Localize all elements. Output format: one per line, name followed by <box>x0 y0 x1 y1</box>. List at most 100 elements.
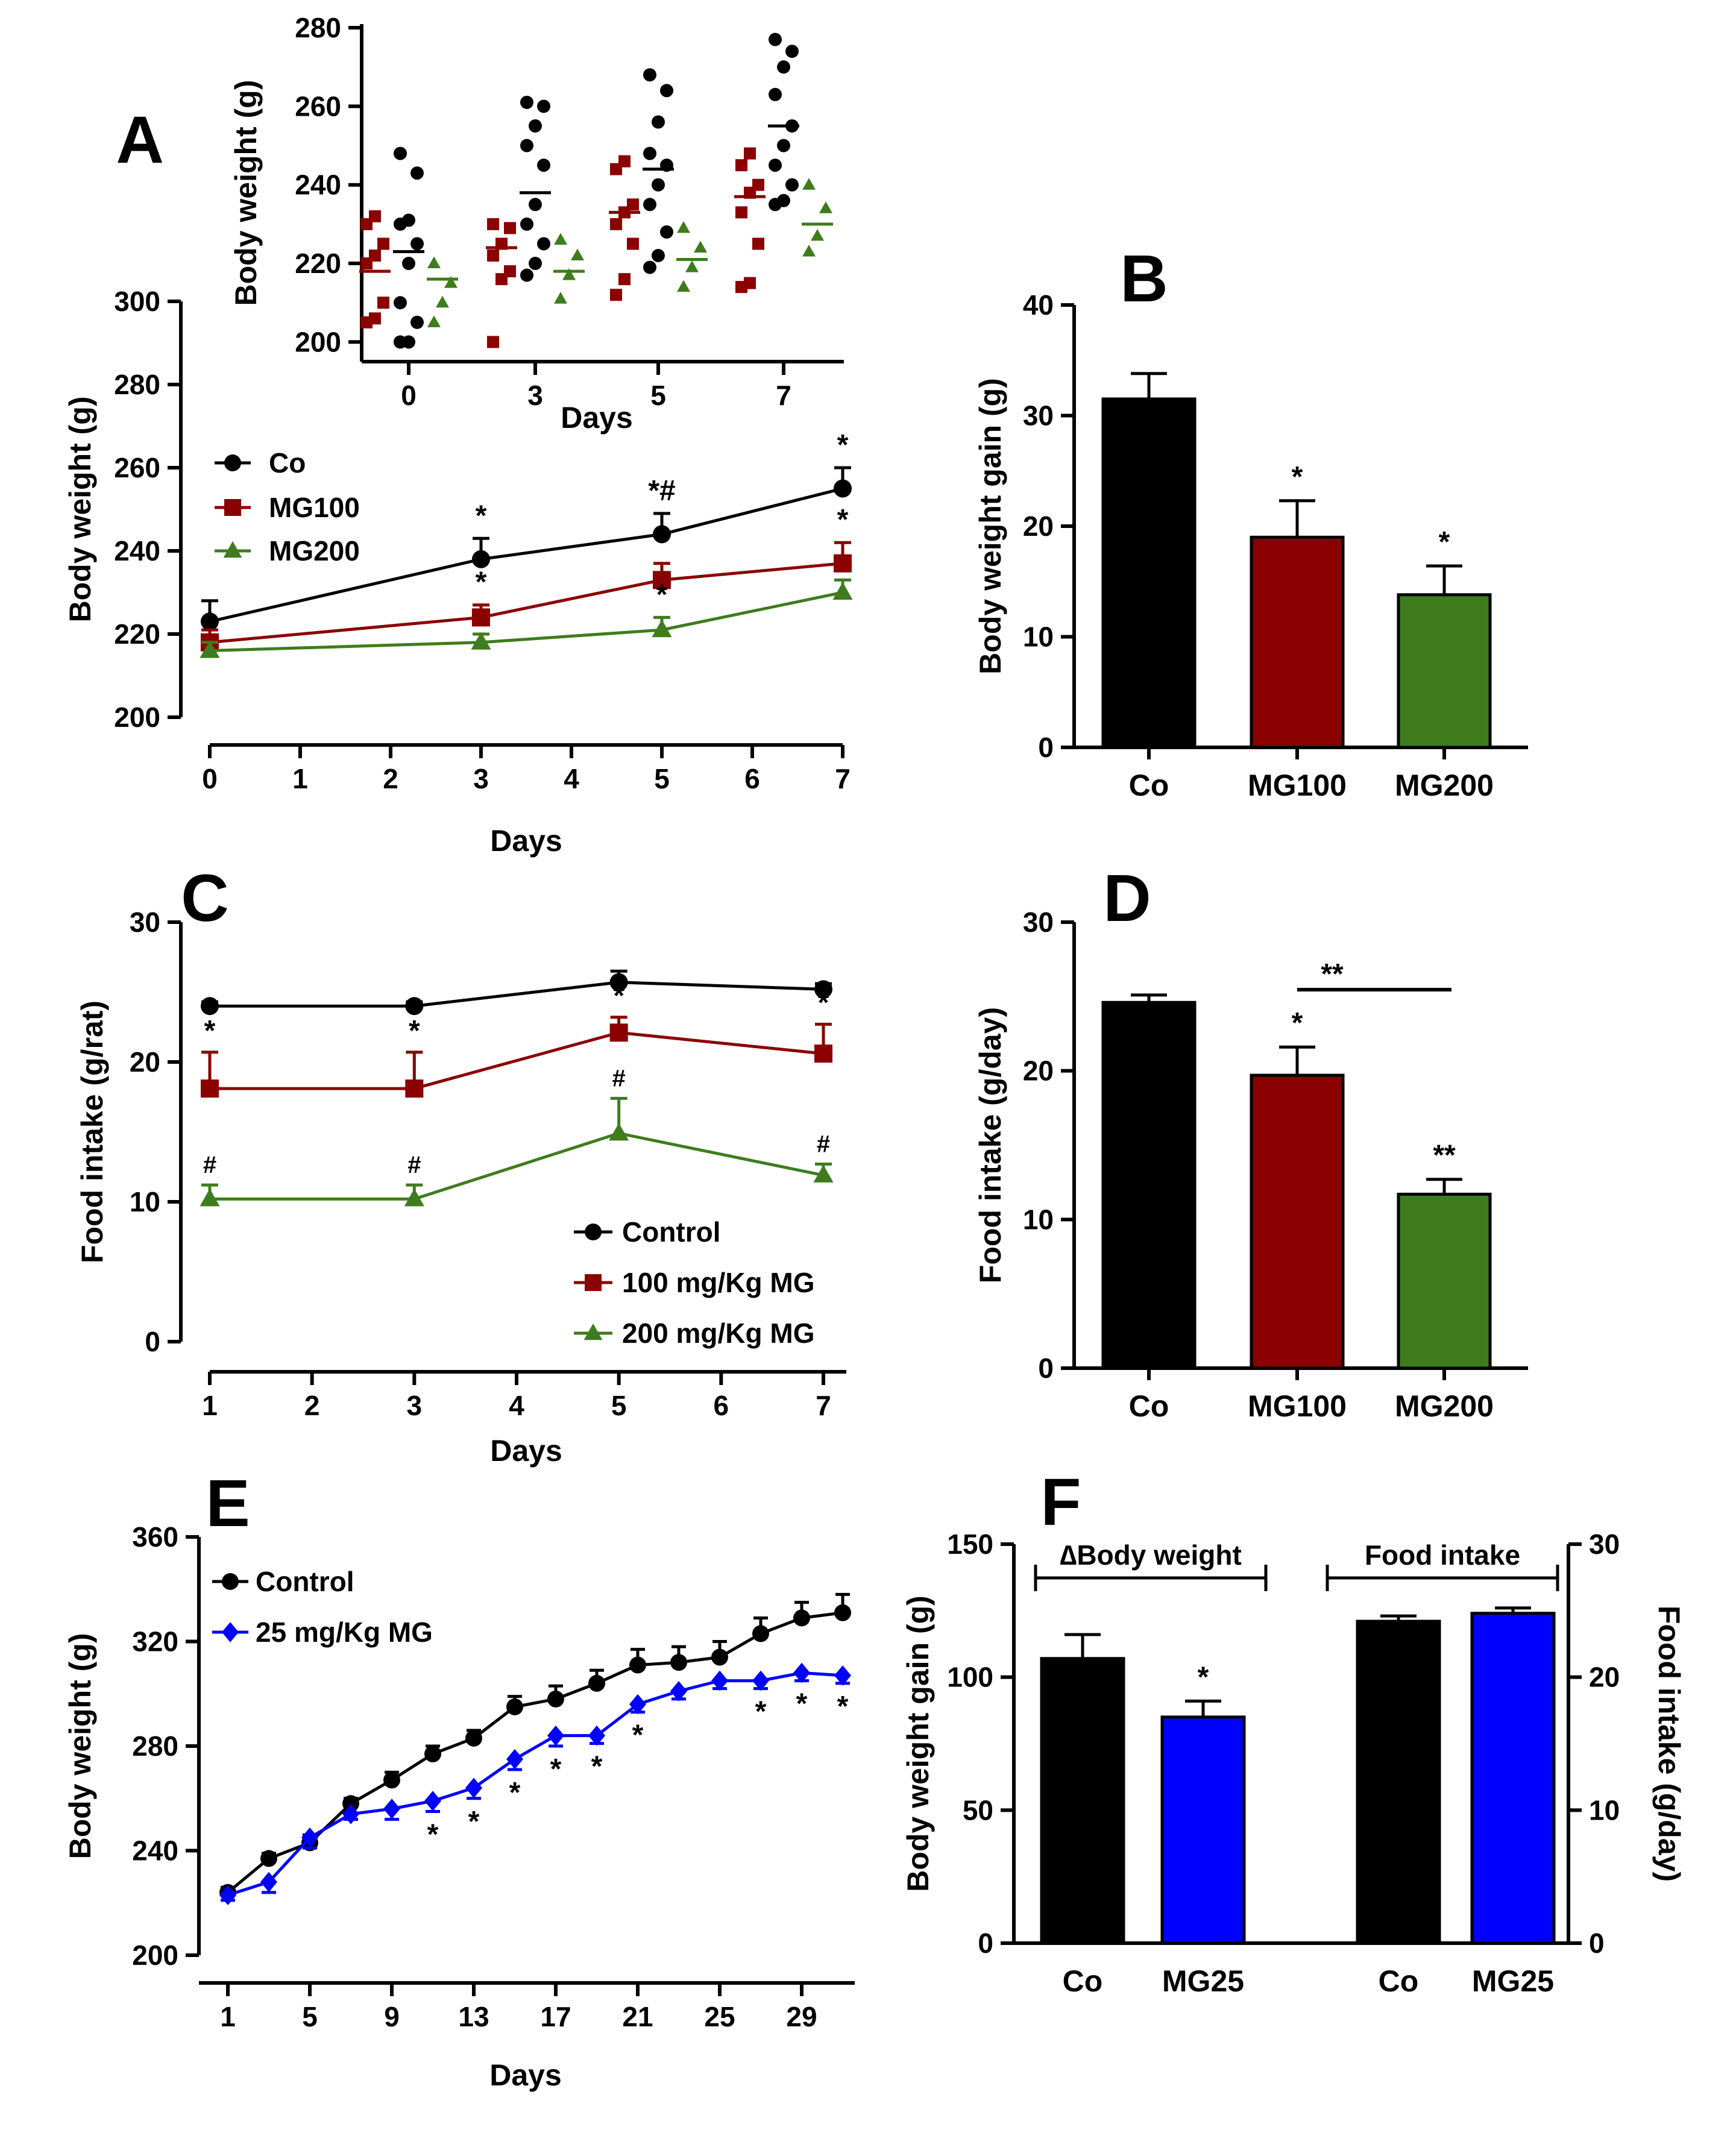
c-point <box>201 1079 219 1098</box>
c-annotation: # <box>817 1131 830 1157</box>
d-bar <box>1101 1001 1197 1370</box>
inset-point <box>744 147 756 160</box>
c-point <box>609 1123 629 1141</box>
d-y-axis-tick-label: 0 <box>1038 1352 1054 1384</box>
e-point <box>588 1725 605 1746</box>
f-y-axis-right-tick-label: 0 <box>1589 1927 1605 1959</box>
f-y-axis-left-tick-label: 100 <box>947 1662 993 1693</box>
panel-a: A 200 220 240 260 280 300 0 1 2 3 4 5 6 7 Days Body weig… <box>63 103 853 858</box>
e-point <box>834 1665 851 1686</box>
a-y-axis-tick-label: 240 <box>114 535 160 567</box>
e-point <box>506 1698 523 1715</box>
inset-point <box>537 237 550 251</box>
e-point <box>301 1827 318 1848</box>
e-x-axis-tick-label: 1 <box>220 2001 236 2032</box>
panel-label: D <box>1103 861 1151 935</box>
c-series-line <box>210 981 824 1008</box>
c-annotation: * <box>409 1015 420 1047</box>
e-annotation: * <box>591 1751 603 1783</box>
inset-point <box>377 297 389 309</box>
inset-point <box>777 60 790 74</box>
inset-point <box>444 276 458 288</box>
b-category-label: MG200 <box>1395 768 1494 802</box>
inset-point <box>694 240 707 253</box>
a-annotation: * <box>476 567 487 598</box>
d-category-label: MG200 <box>1395 1389 1494 1423</box>
inset-point <box>427 256 441 269</box>
a-point <box>834 479 852 498</box>
a-legend-marker <box>223 541 242 558</box>
e-point <box>588 1674 605 1692</box>
c-annotation: * <box>613 980 624 1012</box>
inset-point <box>627 237 639 250</box>
inset-point <box>529 257 542 271</box>
e-point <box>219 1885 236 1906</box>
a-point <box>471 632 491 650</box>
f-category-label: MG25 <box>1162 1964 1244 1998</box>
b-annotation: * <box>1292 461 1303 493</box>
inset-point <box>554 292 567 304</box>
e-point <box>752 1625 769 1642</box>
e-annotation: * <box>837 1691 849 1723</box>
c-series-line <box>210 1131 824 1201</box>
inset-point <box>504 265 516 278</box>
inset-x-tick-label: 3 <box>527 380 543 411</box>
e-x-axis-tick-label: 5 <box>302 2001 318 2032</box>
d-bar <box>1250 1073 1345 1370</box>
a-y-label: Body weight (g) <box>63 397 97 623</box>
c-point <box>814 1045 832 1063</box>
inset-point <box>562 268 576 280</box>
e-annotation: * <box>755 1696 767 1728</box>
c-y-axis-tick-label: 10 <box>130 1186 160 1217</box>
c-annotation: # <box>407 1152 421 1178</box>
e-annotation: * <box>468 1806 480 1838</box>
c-series-line <box>210 1031 824 1090</box>
e-y-axis-tick-label: 360 <box>132 1521 178 1553</box>
e-point <box>711 1648 728 1666</box>
a-annotation: * <box>837 429 849 461</box>
panel-label: A <box>116 103 164 177</box>
inset-point <box>819 201 832 213</box>
inset-point <box>643 198 656 212</box>
e-y-axis-tick-label: 200 <box>132 1940 178 1971</box>
a-y-axis-tick-label: 260 <box>114 452 160 483</box>
inset-point <box>402 213 415 227</box>
inset-point <box>660 84 673 98</box>
inset-point <box>410 315 424 329</box>
e-point <box>670 1681 687 1701</box>
e-point <box>752 1670 769 1691</box>
e-y-axis-tick-label: 320 <box>132 1626 178 1657</box>
f-y-axis-right-tick-label: 10 <box>1589 1794 1620 1826</box>
inset-point <box>643 260 656 274</box>
d-bar <box>1397 1192 1492 1370</box>
inset-point <box>811 228 824 241</box>
f-category-label: Co <box>1379 1964 1419 1998</box>
inset-point <box>652 178 665 192</box>
inset-point <box>402 257 415 271</box>
e-point <box>424 1791 441 1811</box>
d-annotation: ** <box>1433 1140 1456 1172</box>
e-point <box>547 1690 564 1707</box>
f-y-axis-left-tick-label: 50 <box>963 1794 993 1826</box>
f-y-label-right: Food intake (g/day) <box>1652 1606 1686 1882</box>
b-bar <box>1250 535 1345 749</box>
a-legend-marker <box>224 454 241 471</box>
a-y-axis-tick-label: 220 <box>114 618 160 650</box>
inset-point <box>643 146 656 160</box>
inset-point <box>504 222 516 234</box>
inset-point <box>677 221 690 233</box>
inset-point <box>652 249 665 263</box>
c-point <box>201 997 219 1016</box>
c-x-axis-tick-label: 6 <box>714 1390 729 1421</box>
inset-point <box>610 218 622 230</box>
inset-point <box>520 268 533 282</box>
inset-point <box>777 139 790 152</box>
e-legend-marker <box>222 1573 239 1590</box>
f-y-axis-left-tick-label: 0 <box>978 1927 993 1959</box>
e-point <box>383 1799 400 1819</box>
c-y-label: Food intake (g/rat) <box>75 1001 109 1263</box>
inset-point <box>660 225 673 239</box>
inset-point <box>769 33 782 46</box>
panel-a-inset: 200 220 240 260 280 0 3 5 7 Days Body weight (g) <box>229 12 844 435</box>
d-y-axis-tick-label: 20 <box>1023 1055 1054 1087</box>
